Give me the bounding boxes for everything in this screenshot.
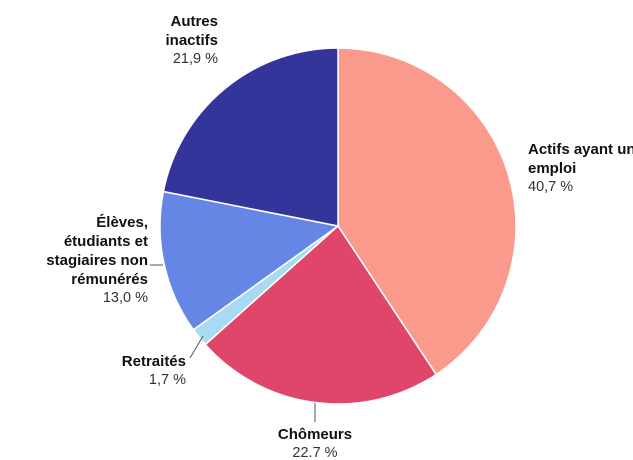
slice-label: Autres inactifs 21,9 % xyxy=(100,12,218,69)
value-label: 13,0 % xyxy=(102,290,148,306)
slice-label: Actifs ayant un emploi 40,7 % xyxy=(528,140,633,197)
value-label: 1,7 % xyxy=(148,372,186,388)
category-name: Actifs ayant un emploi xyxy=(528,141,633,177)
pie-slice xyxy=(204,224,438,405)
value-label: 21,9 % xyxy=(172,51,218,67)
slice-label: Élèves, étudiants et stagiaires non rému… xyxy=(0,213,148,308)
value-label: 22.7 % xyxy=(292,445,338,460)
slice-label: Retraités 1,7 % xyxy=(60,352,186,390)
category-name: Autres inactifs xyxy=(165,13,218,49)
value-label: 40,7 % xyxy=(528,179,574,195)
pie-slice xyxy=(162,47,339,227)
pie-slice xyxy=(159,190,340,331)
category-name: Élèves, étudiants et stagiaires non rému… xyxy=(46,214,148,288)
category-name: Retraités xyxy=(121,353,186,370)
leader-line xyxy=(189,335,204,359)
slice-label: Chômeurs 22.7 % xyxy=(250,425,380,460)
category-name: Chômeurs xyxy=(277,426,353,443)
